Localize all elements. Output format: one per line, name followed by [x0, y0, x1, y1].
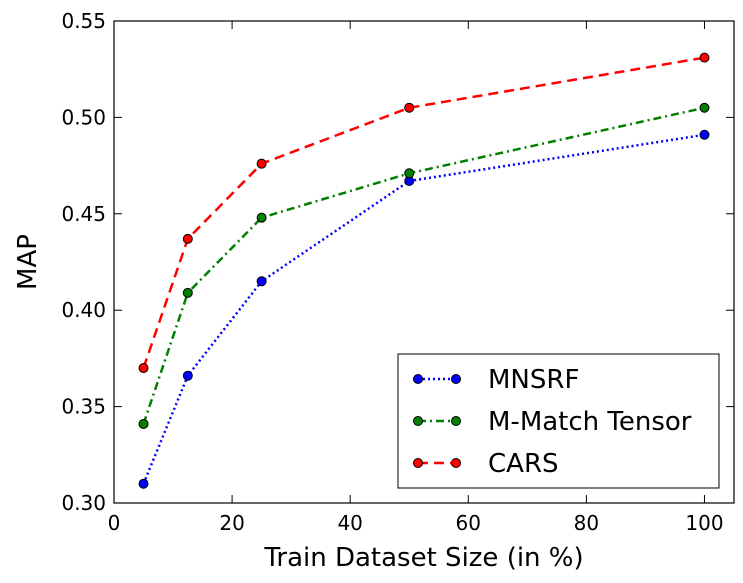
series-line-m-match-tensor: [142, 106, 705, 425]
series-mnsrf: [138, 129, 710, 489]
data-point-cars: [182, 233, 193, 244]
data-point-cars: [404, 102, 415, 113]
legend-marker: [413, 416, 423, 426]
legend-label: CARS: [488, 449, 559, 479]
data-point-mnsrf: [138, 478, 149, 489]
y-tick-label: 0.35: [61, 395, 106, 419]
axes-frame: [113, 20, 735, 504]
data-point-mnsrf: [256, 276, 267, 287]
data-point-mnsrf: [182, 370, 193, 381]
data-point-m-match-tensor: [699, 102, 710, 113]
x-tick-label: 40: [337, 511, 362, 535]
legend-item-m-match-tensor: M-Match Tensor: [413, 407, 692, 437]
y-axis-label: MAP: [13, 234, 43, 290]
y-tick-label: 0.30: [61, 491, 106, 515]
data-point-cars: [256, 158, 267, 169]
x-tick-label: 80: [574, 511, 599, 535]
y-tick-label: 0.55: [61, 9, 106, 33]
x-tick-label: 0: [108, 511, 121, 535]
series-cars: [138, 52, 710, 374]
data-point-mnsrf: [699, 129, 710, 140]
legend-marker: [413, 374, 423, 384]
data-point-m-match-tensor: [404, 168, 415, 179]
x-axis-label: Train Dataset Size (in %): [263, 543, 583, 573]
data-point-m-match-tensor: [182, 287, 193, 298]
legend-marker: [413, 458, 423, 468]
legend-marker: [451, 374, 461, 384]
legend-item-cars: CARS: [413, 449, 559, 479]
x-tick-label: 20: [219, 511, 244, 535]
data-point-cars: [699, 52, 710, 63]
x-tick-label: 100: [685, 511, 723, 535]
data-point-m-match-tensor: [138, 418, 149, 429]
series-m-match-tensor: [138, 102, 710, 429]
data-point-cars: [138, 363, 149, 374]
legend-label: M-Match Tensor: [488, 407, 692, 437]
y-tick-label: 0.40: [61, 298, 106, 322]
legend: MNSRF M-Match Tensor CARS: [397, 353, 720, 489]
legend-marker: [451, 416, 461, 426]
data-point-m-match-tensor: [256, 212, 267, 223]
x-tick-label: 60: [456, 511, 481, 535]
y-tick-label: 0.45: [61, 202, 106, 226]
legend-item-mnsrf: MNSRF: [413, 365, 579, 395]
legend-label: MNSRF: [488, 365, 579, 395]
legend-marker: [451, 458, 461, 468]
y-tick-label: 0.50: [61, 105, 106, 129]
